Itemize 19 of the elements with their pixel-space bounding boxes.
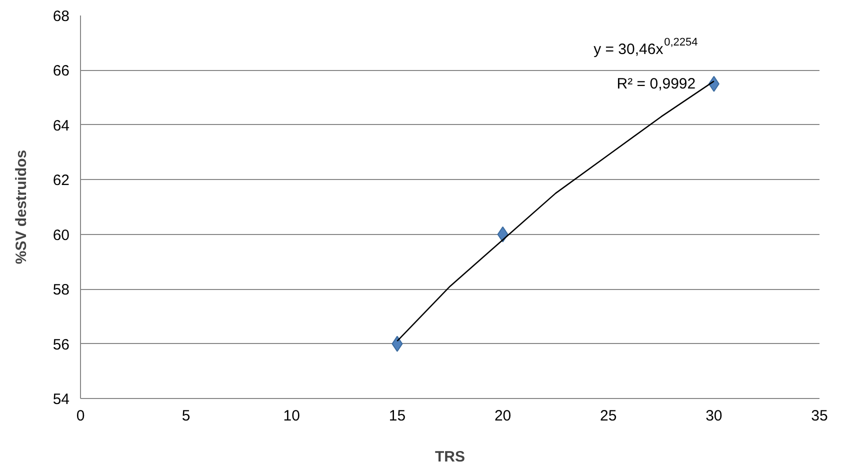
x-tick-label: 0 (76, 408, 85, 424)
x-axis-title: TRS (435, 448, 465, 466)
y-tick-label: 62 (52, 172, 70, 190)
y-tick-label: 64 (52, 117, 70, 134)
x-tick-label: 5 (182, 408, 190, 424)
y-tick-label: 60 (52, 226, 70, 244)
y-axis-title: %SV destruidos (12, 150, 30, 264)
x-tick-label: 35 (811, 408, 828, 424)
x-tick-label: 15 (388, 408, 406, 424)
x-tick-label: 20 (494, 408, 512, 424)
y-tick-label: 58 (52, 282, 70, 299)
y-tick-label: 54 (52, 391, 70, 408)
y-tick-label: 66 (52, 62, 70, 80)
y-tick-label: 68 (52, 8, 70, 25)
annotation: R² = 0,9992 (616, 75, 696, 92)
x-tick-label: 10 (283, 408, 300, 424)
x-tick-label: 30 (706, 408, 722, 424)
x-tick-label: 25 (600, 408, 617, 424)
y-tick-label: 56 (52, 336, 70, 354)
